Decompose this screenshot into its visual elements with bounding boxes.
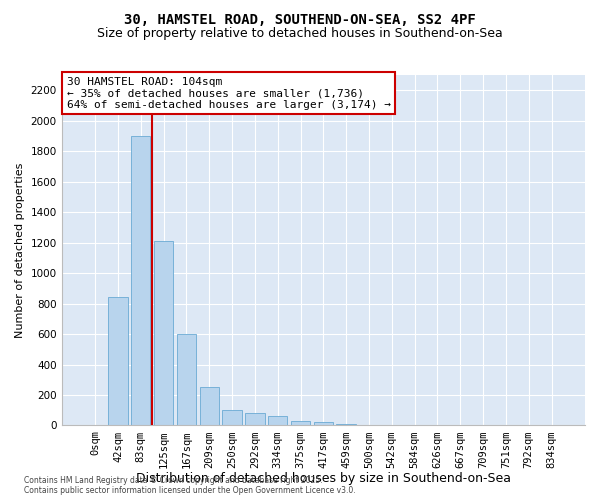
Text: 30 HAMSTEL ROAD: 104sqm
← 35% of detached houses are smaller (1,736)
64% of semi: 30 HAMSTEL ROAD: 104sqm ← 35% of detache… [67, 77, 391, 110]
Y-axis label: Number of detached properties: Number of detached properties [15, 162, 25, 338]
Bar [154, 241, 173, 426]
X-axis label: Distribution of detached houses by size in Southend-on-Sea: Distribution of detached houses by size … [136, 472, 511, 485]
Text: Size of property relative to detached houses in Southend-on-Sea: Size of property relative to detached ho… [97, 28, 503, 40]
Bar [108, 298, 128, 426]
Bar [359, 424, 379, 426]
Bar [177, 334, 196, 426]
Bar [291, 421, 310, 426]
Bar [337, 424, 356, 426]
Bar [314, 422, 333, 426]
Bar [268, 416, 287, 426]
Bar [245, 412, 265, 426]
Bar [200, 386, 219, 426]
Text: Contains HM Land Registry data © Crown copyright and database right 2025.
Contai: Contains HM Land Registry data © Crown c… [24, 476, 356, 495]
Text: 30, HAMSTEL ROAD, SOUTHEND-ON-SEA, SS2 4PF: 30, HAMSTEL ROAD, SOUTHEND-ON-SEA, SS2 4… [124, 12, 476, 26]
Bar [131, 136, 151, 426]
Bar [85, 424, 105, 426]
Bar [223, 410, 242, 426]
